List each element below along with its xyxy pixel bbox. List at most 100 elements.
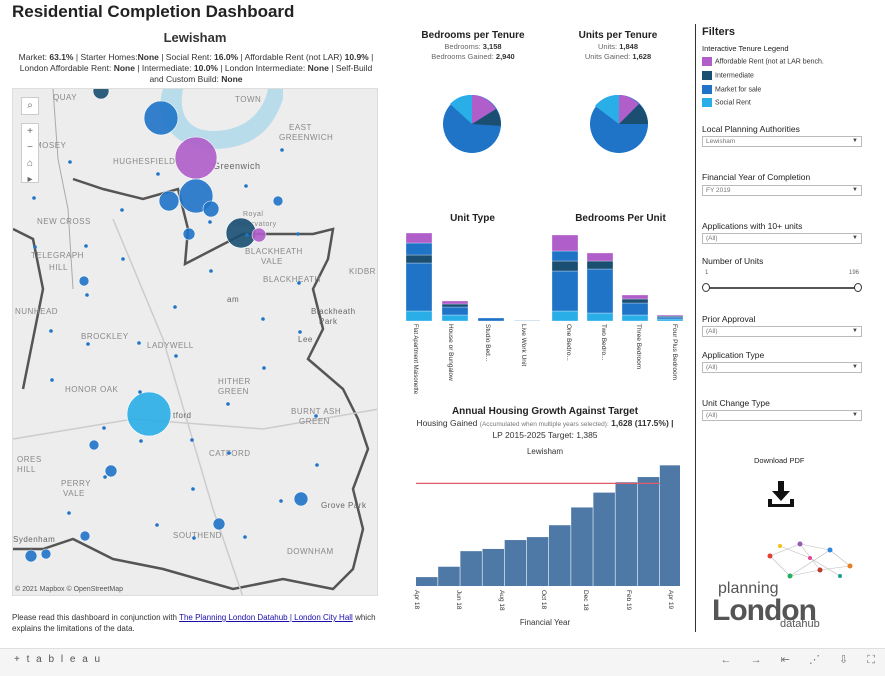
stacked-bar-segment[interactable] — [513, 320, 541, 322]
stacked-bar-segment[interactable] — [621, 298, 649, 304]
map-marker-small[interactable] — [243, 535, 247, 539]
share-icon[interactable]: ⋰ — [808, 654, 820, 666]
map-marker[interactable] — [158, 190, 180, 212]
stacked-bar-segment[interactable] — [441, 300, 469, 305]
units-tenure-pie[interactable] — [587, 92, 651, 156]
stacked-bar-segment[interactable] — [656, 318, 684, 322]
map-marker[interactable] — [293, 491, 309, 507]
download-icon[interactable] — [766, 479, 796, 509]
stacked-bar-segment[interactable] — [405, 262, 433, 312]
revert-icon[interactable]: ⇤ — [780, 654, 790, 666]
borough-map[interactable]: QUAY TOWN MOSEY EAST GREENWICH Greenwich… — [12, 88, 378, 596]
growth-chart[interactable] — [410, 460, 680, 590]
stacked-bar-segment[interactable] — [551, 260, 579, 272]
map-marker-small[interactable] — [86, 342, 90, 346]
map-marker-small[interactable] — [32, 196, 36, 200]
map-marker-small[interactable] — [103, 475, 107, 479]
map-marker-small[interactable] — [174, 354, 178, 358]
map-marker-small[interactable] — [173, 305, 177, 309]
map-marker-small[interactable] — [102, 426, 106, 430]
growth-bar[interactable] — [571, 507, 593, 586]
stacked-bar-segment[interactable] — [551, 310, 579, 322]
map-marker-small[interactable] — [298, 330, 302, 334]
map-search-icon[interactable]: ⌕ — [21, 97, 39, 115]
fullscreen-icon[interactable]: ⛶ — [867, 654, 875, 666]
map-marker[interactable] — [88, 439, 100, 451]
map-marker-small[interactable] — [84, 244, 88, 248]
map-marker-small[interactable] — [296, 232, 300, 236]
growth-bar[interactable] — [526, 537, 549, 586]
stacked-bar-segment[interactable] — [551, 234, 579, 252]
stacked-bar-segment[interactable] — [621, 302, 649, 316]
growth-bar[interactable] — [659, 465, 680, 586]
units-slider-max-handle[interactable] — [854, 283, 862, 292]
stacked-bar-segment[interactable] — [621, 294, 649, 300]
stacked-bar-segment[interactable] — [551, 250, 579, 262]
map-marker[interactable] — [272, 195, 284, 207]
map-marker-small[interactable] — [121, 257, 125, 261]
map-marker-small[interactable] — [137, 341, 141, 345]
map-marker-small[interactable] — [139, 439, 143, 443]
stacked-bar-segment[interactable] — [586, 260, 614, 270]
units-slider-track[interactable] — [706, 287, 858, 289]
map-marker-small[interactable] — [314, 414, 318, 418]
map-marker[interactable] — [202, 200, 220, 218]
stacked-bar-segment[interactable] — [551, 270, 579, 312]
map-marker-small[interactable] — [50, 378, 54, 382]
stacked-bar-segment[interactable] — [656, 316, 684, 320]
prior-select[interactable]: (All) ▼ — [702, 326, 862, 337]
growth-bar[interactable] — [593, 492, 615, 586]
map-marker-small[interactable] — [155, 523, 159, 527]
map-marker-small[interactable] — [279, 499, 283, 503]
map-markers[interactable] — [13, 89, 378, 596]
units-slider-min-handle[interactable] — [702, 283, 710, 292]
stacked-bar-segment[interactable] — [405, 254, 433, 264]
stacked-bar-segment[interactable] — [586, 268, 614, 314]
stacked-bar-segment[interactable] — [586, 252, 614, 262]
unit-type-chart[interactable] — [400, 228, 545, 323]
map-marker-small[interactable] — [226, 402, 230, 406]
bedrooms-unit-chart[interactable] — [548, 228, 693, 323]
map-marker[interactable] — [251, 227, 267, 243]
stacked-bar-segment[interactable] — [441, 306, 469, 316]
map-marker[interactable] — [78, 275, 90, 287]
map-marker[interactable] — [212, 517, 226, 531]
growth-bar[interactable] — [460, 551, 482, 586]
map-marker[interactable] — [79, 530, 91, 542]
map-marker-small[interactable] — [208, 220, 212, 224]
bedrooms-tenure-pie[interactable] — [440, 92, 504, 156]
download-toolbar-icon[interactable]: ⇩ — [839, 654, 849, 666]
stacked-bar-segment[interactable] — [405, 242, 433, 256]
map-marker-small[interactable] — [120, 208, 124, 212]
map-marker-small[interactable] — [227, 451, 231, 455]
map-marker-small[interactable] — [262, 366, 266, 370]
map-marker[interactable] — [92, 89, 110, 100]
map-marker-small[interactable] — [315, 463, 319, 467]
legend-item-intermediate[interactable]: Intermediate — [702, 71, 754, 80]
map-marker[interactable] — [24, 549, 38, 563]
app10-select[interactable]: (All) ▼ — [702, 233, 862, 244]
map-marker-small[interactable] — [192, 536, 196, 540]
map-marker-small[interactable] — [68, 160, 72, 164]
map-marker[interactable] — [174, 136, 218, 180]
map-marker-small[interactable] — [156, 172, 160, 176]
stacked-bar-segment[interactable] — [441, 303, 469, 308]
change-select[interactable]: (All) ▼ — [702, 410, 862, 421]
map-marker[interactable] — [143, 100, 179, 136]
map-marker-small[interactable] — [297, 281, 301, 285]
map-marker[interactable] — [104, 464, 118, 478]
map-marker-small[interactable] — [245, 233, 249, 237]
map-marker[interactable] — [126, 391, 172, 437]
lpa-select[interactable]: Lewisham ▼ — [702, 136, 862, 147]
datahub-link[interactable]: The Planning London Datahub | London Cit… — [179, 613, 353, 622]
map-marker-small[interactable] — [85, 293, 89, 297]
stacked-bar-segment[interactable] — [621, 314, 649, 322]
growth-bar[interactable] — [549, 525, 571, 586]
growth-bar[interactable] — [615, 482, 638, 586]
map-marker-small[interactable] — [280, 148, 284, 152]
growth-bar[interactable] — [637, 477, 660, 586]
map-marker[interactable] — [40, 548, 52, 560]
tableau-brand[interactable]: + t a b l e a u — [14, 654, 103, 665]
map-zoom-controls[interactable]: + − ⌂ ▸ — [21, 123, 39, 185]
undo-icon[interactable]: ← — [720, 654, 732, 666]
